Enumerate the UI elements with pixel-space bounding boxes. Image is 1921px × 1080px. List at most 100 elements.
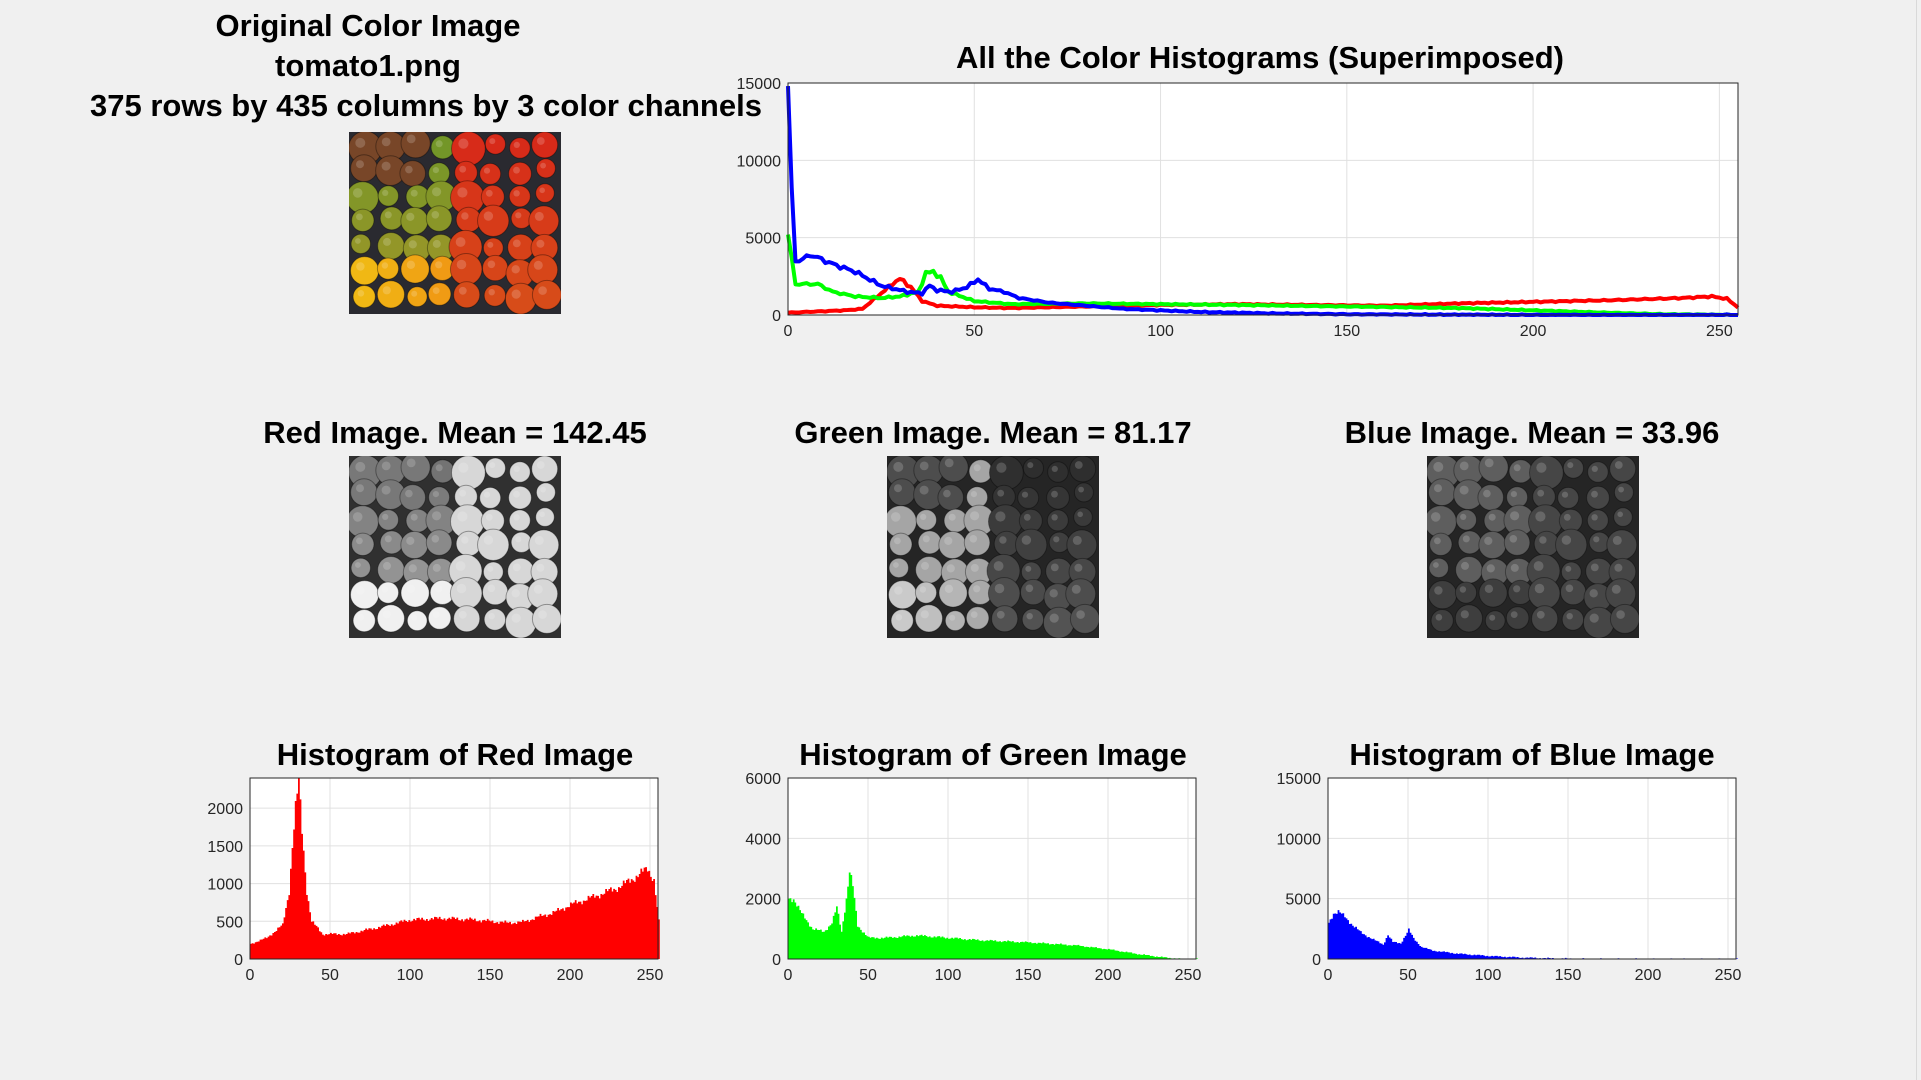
tomato-highlight xyxy=(994,583,1005,594)
tomato-highlight xyxy=(1591,490,1598,498)
tomato-highlight xyxy=(1077,511,1083,518)
tomato-shape xyxy=(889,532,913,557)
tomato-shape xyxy=(425,529,453,556)
tomato-shape xyxy=(1582,606,1615,638)
tomato-shape xyxy=(428,486,451,509)
tomato-highlight xyxy=(1434,586,1443,595)
tomato-highlight xyxy=(1534,583,1545,594)
tomato-highlight xyxy=(406,584,416,593)
tomato-highlight xyxy=(355,137,366,148)
tomato-shape xyxy=(1430,609,1454,633)
tomato-highlight xyxy=(970,611,978,618)
tomato-shape xyxy=(350,478,378,507)
tomato-highlight xyxy=(1513,464,1521,472)
tomato-highlight xyxy=(1486,564,1495,573)
tomato-highlight xyxy=(1612,535,1622,545)
tomato-shape xyxy=(376,257,400,280)
tomato-highlight xyxy=(382,610,391,619)
y-tick-label: 15000 xyxy=(737,78,782,93)
tomato-highlight xyxy=(533,260,543,270)
tomato-shape xyxy=(477,528,510,562)
tomato-highlight xyxy=(922,535,930,543)
tomato-highlight xyxy=(536,461,545,469)
axes-frame xyxy=(249,777,659,960)
tomato-highlight xyxy=(1462,535,1470,543)
tomato-highlight xyxy=(483,491,491,498)
tomato-shape xyxy=(376,280,406,309)
tomato-shape xyxy=(351,208,375,233)
tomato-shape xyxy=(482,578,509,606)
tomato-shape xyxy=(400,132,431,159)
tomato-highlight xyxy=(1565,584,1574,593)
tomato-highlight xyxy=(1434,537,1441,545)
red-channel-grayscale xyxy=(349,456,561,638)
tomato-highlight xyxy=(1071,584,1081,594)
tomato-highlight xyxy=(1509,535,1518,543)
tomato-highlight xyxy=(487,260,496,269)
tomato-highlight xyxy=(970,563,979,572)
tomato-highlight xyxy=(383,561,391,570)
tomato-highlight xyxy=(458,138,469,149)
tomato-highlight xyxy=(536,563,545,572)
tomato-highlight xyxy=(1590,563,1599,572)
tomato-highlight xyxy=(1484,458,1494,468)
tomato-shape xyxy=(888,557,909,579)
tomato-highlight xyxy=(995,511,1006,522)
tomato-shape xyxy=(888,580,918,610)
tomato-highlight xyxy=(406,260,416,269)
tomato-highlight xyxy=(457,187,468,198)
tomato-shape xyxy=(938,456,969,483)
tomato-highlight xyxy=(920,513,927,520)
tomato-highlight xyxy=(515,536,522,543)
tomato-highlight xyxy=(511,289,521,299)
red-image-title: Red Image. Mean = 142.45 xyxy=(263,415,647,450)
tomato-highlight xyxy=(356,213,363,221)
tomato-highlight xyxy=(1510,611,1518,618)
tomato-highlight xyxy=(1513,585,1521,593)
tomato-highlight xyxy=(485,189,493,197)
tomato-shape xyxy=(1477,484,1505,511)
tomato-highlight xyxy=(1533,561,1544,571)
tomato-shape xyxy=(989,456,1024,491)
tomato-highlight xyxy=(435,140,443,148)
tomato-highlight xyxy=(1074,461,1083,469)
tomato-highlight xyxy=(356,160,364,169)
tomato-highlight xyxy=(970,491,977,498)
x-tick-label: 200 xyxy=(1635,967,1662,984)
tomato-shape xyxy=(1505,606,1530,630)
tomato-highlight xyxy=(456,259,467,270)
tomato-highlight xyxy=(513,490,520,498)
original-color-image xyxy=(349,132,561,314)
tomato-shape xyxy=(400,578,430,608)
tomato-highlight xyxy=(890,512,901,522)
tomato-highlight xyxy=(973,585,981,593)
window-edge-scrollbar[interactable] xyxy=(1916,0,1921,1080)
tomato-shape xyxy=(350,233,371,255)
x-tick-label: 250 xyxy=(1706,323,1733,340)
tomato-shape xyxy=(1455,509,1477,531)
tomato-highlight xyxy=(1461,561,1469,570)
axes-frame xyxy=(787,777,1197,960)
x-tick-label: 150 xyxy=(1015,967,1042,984)
tomato-shape xyxy=(915,556,943,584)
tomato-highlight xyxy=(384,535,392,543)
y-tick-label: 6000 xyxy=(745,771,781,788)
tomato-highlight xyxy=(1617,511,1623,518)
tomato-highlight xyxy=(512,563,521,572)
tomato-shape xyxy=(527,254,559,286)
y-tick-label: 0 xyxy=(772,952,781,969)
tomato-shape xyxy=(427,606,452,630)
tomato-shape xyxy=(406,610,428,632)
tomato-highlight xyxy=(357,614,365,621)
axes-frame xyxy=(787,82,1739,316)
tomato-highlight xyxy=(483,535,494,545)
tomato-highlight xyxy=(1566,613,1573,620)
tomato-highlight xyxy=(538,610,547,619)
tomato-shape xyxy=(453,605,481,633)
tomato-shape xyxy=(1020,561,1042,583)
tomato-highlight xyxy=(513,190,520,197)
tomato-shape xyxy=(508,509,531,532)
tomato-highlight xyxy=(405,165,413,174)
red-channel-image xyxy=(349,456,561,638)
tomato-shape xyxy=(1457,530,1482,555)
